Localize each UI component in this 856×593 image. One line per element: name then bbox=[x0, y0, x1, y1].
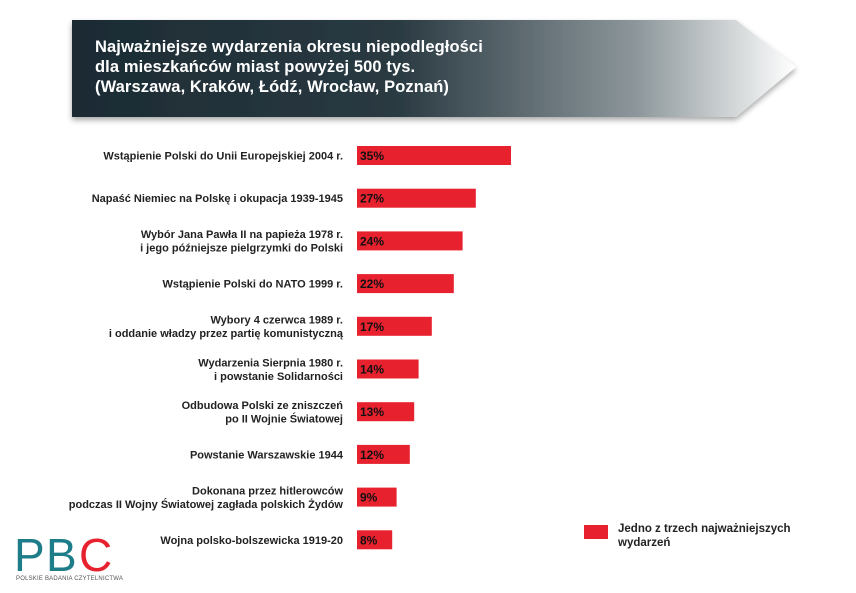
bar-value-label-2: 27% bbox=[360, 192, 384, 206]
legend-label-line-2: wydarzeń bbox=[618, 537, 671, 549]
bar-value-label-3: 24% bbox=[360, 234, 384, 248]
category-label-5-line-2: i oddanie władzy przez partię komunistyc… bbox=[109, 328, 344, 340]
category-label-10: Wojna polsko-bolszewicka 1919-20 bbox=[160, 535, 343, 547]
bar-chart: 35% Wstąpienie Polski do Unii Europejskie… bbox=[69, 146, 511, 550]
bar-10 bbox=[357, 530, 393, 550]
bar-value-label-8: 12% bbox=[360, 448, 384, 462]
category-label-6-line-2: i powstanie Solidarności bbox=[214, 371, 343, 383]
chart-title: Najważniejsze wydarzenia okresu niepodle… bbox=[95, 37, 483, 97]
title-line-2: dla mieszkańców miast powyżej 500 tys. bbox=[95, 58, 416, 76]
logo-letter-p: P bbox=[14, 533, 45, 575]
category-label-7-line-1: Odbudowa Polski ze zniszczeń bbox=[182, 400, 344, 412]
category-label-5-line-1: Wybory 4 czerwca 1989 r. bbox=[211, 315, 344, 327]
bar-1 bbox=[357, 146, 511, 165]
legend-label: Jedno z trzech najważniejszych wydarzeń bbox=[618, 522, 791, 550]
bar-value-label-6: 14% bbox=[360, 363, 384, 377]
bar-value-label-4: 22% bbox=[360, 277, 384, 291]
logo-letters: P B C bbox=[14, 533, 112, 575]
bar-3 bbox=[357, 231, 463, 251]
legend-label-line-1: Jedno z trzech najważniejszych bbox=[618, 523, 791, 535]
category-label-7-line-2: po II Wojnie Światowej bbox=[225, 412, 343, 425]
category-label-3-line-1: Wybór Jana Pawła II na papieża 1978 r. bbox=[141, 229, 343, 241]
bar-value-label-1: 35% bbox=[360, 149, 384, 163]
bar-5 bbox=[357, 316, 432, 336]
bar-value-label-7: 13% bbox=[360, 405, 384, 419]
logo-letter-c: C bbox=[79, 533, 112, 575]
title-line-1: Najważniejsze wydarzenia okresu niepodle… bbox=[95, 38, 483, 56]
title-banner bbox=[72, 20, 796, 117]
category-label-6-line-1: Wydarzenia Sierpnia 1980 r. bbox=[198, 357, 343, 369]
bar-value-label-9: 9% bbox=[360, 491, 378, 505]
bar-value-label-5: 17% bbox=[360, 320, 384, 334]
logo-letter-b: B bbox=[46, 533, 77, 575]
legend-swatch bbox=[584, 525, 608, 539]
category-label-9-line-2: podczas II Wojny Światowej zagłada polsk… bbox=[69, 498, 344, 511]
category-label-2: Napaść Niemiec na Polskę i okupacja 1939… bbox=[92, 193, 343, 205]
category-label-9-line-1: Dokonana przez hitlerowców bbox=[192, 485, 343, 497]
bar-6 bbox=[357, 359, 419, 379]
category-label-1: Wstąpienie Polski do Unii Europejskiej 2… bbox=[103, 151, 343, 163]
title-line-3: (Warszawa, Kraków, Łódź, Wrocław, Poznań… bbox=[95, 78, 450, 96]
bar-7 bbox=[357, 402, 415, 422]
bar-9 bbox=[357, 487, 397, 507]
pbc-logo: P B C POLSKIE BADANIA CZYTELNICTWA bbox=[14, 533, 134, 588]
category-label-3-line-2: i jego późniejsze pielgrzymki do Polski bbox=[140, 243, 343, 255]
bar-4 bbox=[357, 274, 454, 294]
banner-shape bbox=[72, 20, 796, 117]
category-label-4: Wstąpienie Polski do NATO 1999 r. bbox=[162, 279, 343, 291]
category-label-8: Powstanie Warszawskie 1944 bbox=[190, 449, 344, 461]
bar-8 bbox=[357, 444, 410, 464]
bar-2 bbox=[357, 188, 476, 208]
logo-subtitle: POLSKIE BADANIA CZYTELNICTWA bbox=[16, 576, 124, 582]
bar-value-label-10: 8% bbox=[360, 533, 378, 547]
